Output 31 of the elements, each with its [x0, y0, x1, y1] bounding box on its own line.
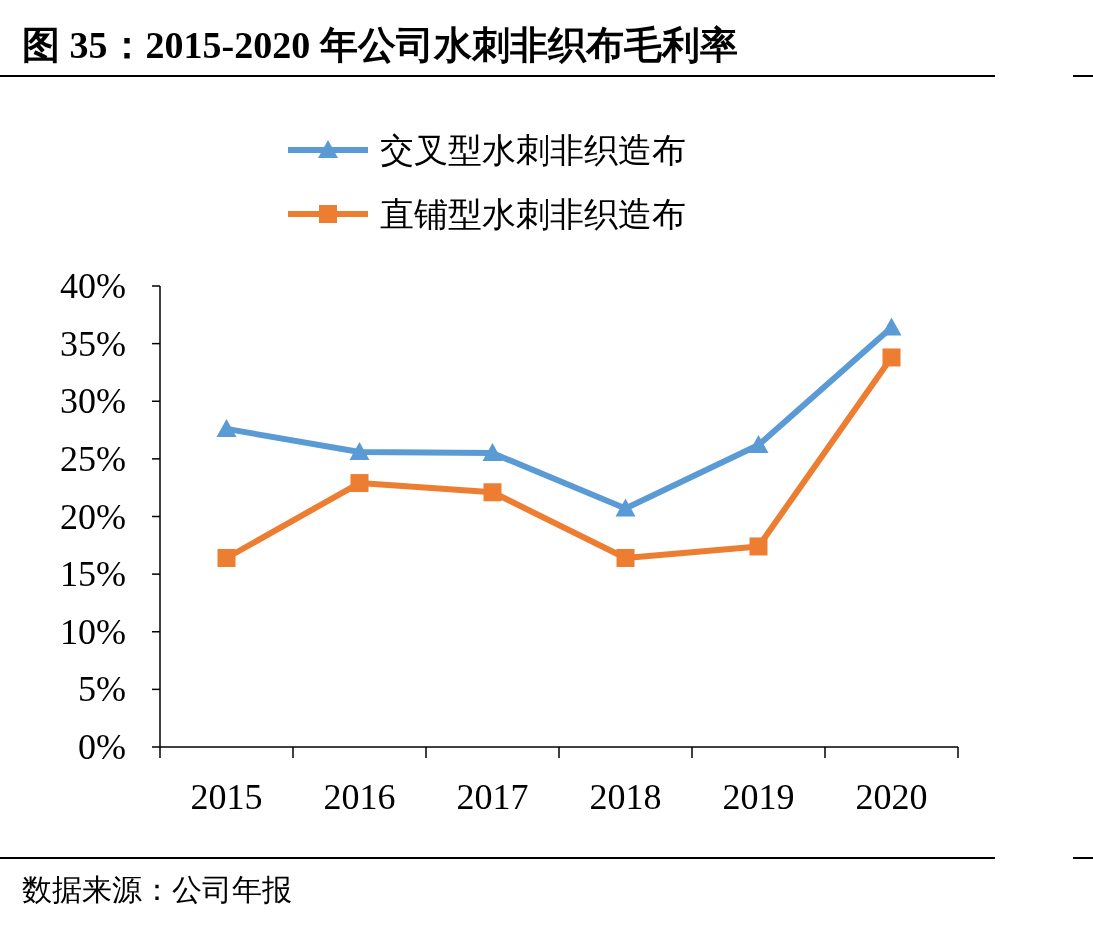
x-tick-label: 2019 — [722, 777, 795, 817]
point — [748, 435, 769, 454]
point — [749, 537, 768, 556]
legend-label: 交叉型水刺非织造布 — [380, 132, 686, 169]
point — [349, 441, 370, 460]
x-tick-label: 2017 — [456, 777, 529, 817]
source-note: 数据来源：公司年报 — [22, 873, 292, 906]
title: 图 35：2015-2020 年公司水刺非织布毛利率 — [22, 24, 738, 66]
x-tick-label: 2020 — [855, 777, 928, 817]
y-tick-label: 25% — [60, 438, 126, 479]
point — [615, 498, 636, 517]
point — [350, 474, 369, 493]
y-tick-label: 20% — [60, 496, 126, 537]
y-tick-label: 40% — [60, 266, 126, 306]
point — [216, 418, 237, 437]
point — [482, 443, 503, 462]
y-tick-label: 30% — [60, 381, 126, 422]
point — [881, 317, 902, 336]
y-tick-label: 35% — [60, 323, 126, 364]
y-tick-label: 15% — [60, 554, 126, 595]
legend-label: 直铺型水刺非织造布 — [380, 196, 686, 233]
point — [616, 548, 635, 567]
x-tick-label: 2015 — [190, 777, 263, 817]
y-tick-label: 10% — [60, 611, 126, 652]
y-tick-label: 0% — [78, 727, 126, 767]
point — [882, 348, 901, 367]
point — [483, 483, 502, 502]
y-tick-label: 5% — [78, 669, 126, 710]
x-tick-label: 2016 — [323, 777, 396, 817]
x-tick-label: 2018 — [589, 777, 662, 817]
point — [217, 548, 236, 567]
